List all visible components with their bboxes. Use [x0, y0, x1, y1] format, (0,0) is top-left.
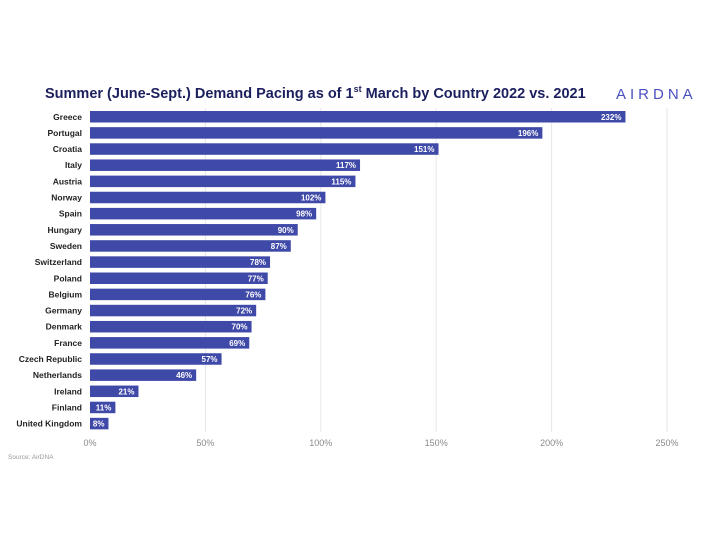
bar — [90, 385, 139, 398]
category-label: United Kingdom — [16, 419, 82, 429]
value-label: 98% — [296, 210, 312, 219]
value-label: 117% — [336, 161, 356, 170]
category-label: Ireland — [54, 386, 82, 396]
value-label: 21% — [118, 387, 134, 396]
bar — [90, 159, 361, 171]
category-label: Denmark — [46, 322, 83, 332]
bar — [90, 256, 271, 268]
value-label: 196% — [518, 129, 538, 138]
value-label: 87% — [271, 242, 287, 251]
bar — [90, 191, 326, 204]
category-label: Switzerland — [35, 257, 82, 267]
value-label: 76% — [245, 290, 261, 299]
value-label: 77% — [248, 274, 264, 283]
category-label: Spain — [59, 209, 82, 219]
source-note: Source: AirDNA — [8, 454, 54, 461]
chart-title: Summer (June-Sept.) Demand Pacing as of … — [45, 84, 586, 102]
category-label: Belgium — [48, 289, 82, 299]
value-label: 70% — [232, 323, 248, 332]
category-label: Greece — [53, 112, 82, 122]
bars — [90, 111, 626, 430]
bar — [90, 304, 257, 317]
bar — [90, 111, 626, 123]
value-label: 69% — [229, 339, 245, 348]
category-label: Austria — [53, 176, 83, 186]
value-label: 46% — [176, 371, 192, 380]
x-tick-label: 50% — [196, 438, 214, 448]
category-label: Poland — [54, 273, 82, 283]
x-tick-label: 0% — [83, 438, 96, 448]
bar — [90, 207, 317, 220]
bar — [90, 320, 252, 333]
bar — [90, 353, 222, 365]
x-tick-label: 150% — [425, 438, 448, 448]
value-label: 72% — [236, 307, 252, 316]
category-label: Germany — [45, 306, 82, 316]
value-label: 115% — [331, 177, 351, 186]
value-label: 232% — [601, 113, 621, 122]
category-label: Croatia — [53, 144, 83, 154]
category-label: Czech Republic — [19, 354, 83, 364]
bar — [90, 337, 250, 349]
bar — [90, 143, 439, 155]
value-label: 78% — [250, 258, 266, 267]
gridlines — [204, 108, 668, 432]
bar — [90, 417, 109, 430]
category-label: Netherlands — [33, 370, 82, 380]
x-tick-label: 200% — [540, 438, 563, 448]
category-label: Italy — [65, 160, 82, 170]
chart-title-rest: March by Country 2022 vs. 2021 — [361, 85, 586, 102]
category-label: Norway — [51, 193, 82, 203]
category-label: Hungary — [48, 225, 83, 235]
bar — [90, 175, 356, 188]
chart-title-superscript: st — [353, 84, 362, 94]
bar — [90, 240, 291, 252]
bar — [90, 401, 116, 414]
chart-title-main: Summer (June-Sept.) Demand Pacing as of … — [45, 85, 354, 102]
bar — [90, 369, 197, 381]
value-labels: 232% 196% 151% 117% 115% 102% 98%90% 87% 78% 77% 7… — [93, 113, 622, 429]
value-label: 90% — [278, 226, 294, 235]
category-label: Portugal — [48, 128, 82, 138]
bar — [90, 288, 266, 301]
bar — [90, 127, 543, 139]
x-tick-label: 100% — [309, 438, 332, 448]
bar — [90, 272, 268, 284]
x-axis-tick-labels: 0% 50% 100% 150% 200% 250% — [83, 438, 678, 448]
category-label: Finland — [52, 402, 82, 412]
category-label: France — [54, 338, 82, 348]
value-label: 11% — [96, 403, 112, 412]
x-tick-label: 250% — [655, 438, 678, 448]
value-label: 151% — [414, 145, 434, 154]
category-labels: Greece Portugal Croatia Italy Austria Norway S… — [16, 112, 82, 429]
bar — [90, 224, 298, 236]
value-label: 102% — [301, 194, 321, 203]
airdna-logo: AIRDNA — [616, 86, 697, 103]
value-label: 8% — [93, 420, 105, 429]
value-label: 57% — [202, 355, 218, 364]
category-label: Sweden — [50, 241, 82, 251]
